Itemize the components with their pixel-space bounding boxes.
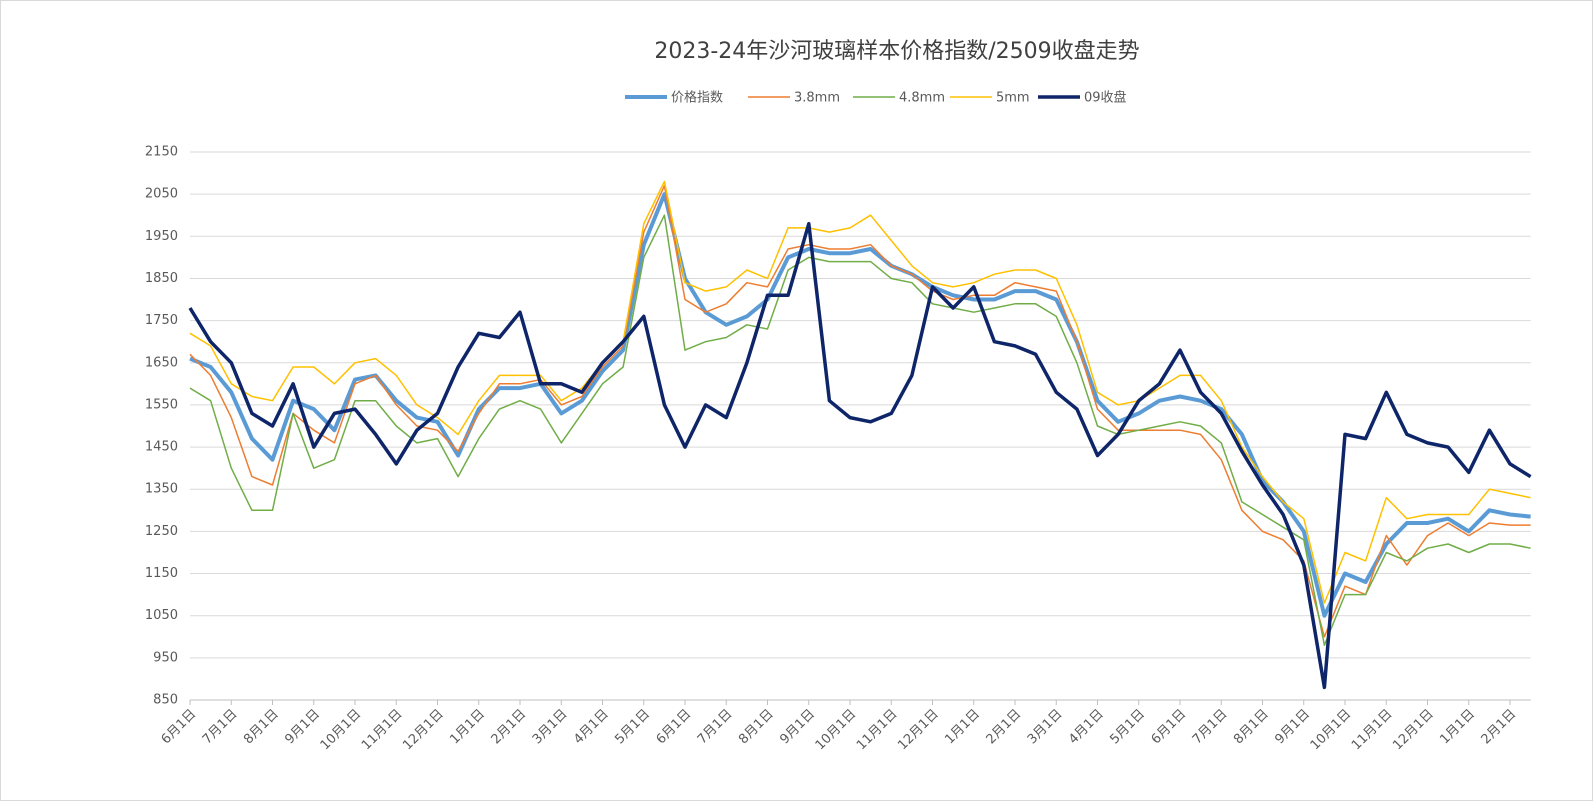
y-tick-label: 1750 <box>145 313 178 328</box>
series-line <box>189 180 1531 604</box>
y-tick-label: 1650 <box>145 355 178 370</box>
y-tick-label: 1250 <box>145 524 178 539</box>
y-tick-label: 1150 <box>145 566 178 581</box>
series-line <box>188 221 1532 690</box>
y-tick-label: 850 <box>153 693 178 708</box>
legend-label: 4.8mm <box>899 91 945 106</box>
y-tick-label: 950 <box>153 650 178 665</box>
y-tick-label: 1950 <box>145 229 178 244</box>
legend-label: 价格指数 <box>671 90 723 106</box>
y-tick-label: 1850 <box>145 271 178 286</box>
chart-title: 2023-24年沙河玻璃样本价格指数/2509收盘走势 <box>654 39 1139 64</box>
legend-label: 09收盘 <box>1084 90 1127 106</box>
legend: 价格指数 3.8mm 4.8mm 5mm 09收盘 <box>625 90 1127 106</box>
y-tick-label: 2050 <box>145 187 178 202</box>
y-tick-label: 1350 <box>145 482 178 497</box>
legend-label: 5mm <box>996 91 1030 106</box>
y-tick-label: 1550 <box>145 397 178 412</box>
series-line <box>189 192 1531 618</box>
y-tick-label: 2150 <box>145 145 178 160</box>
series-line <box>189 184 1531 638</box>
series-line <box>189 214 1531 646</box>
legend-label: 3.8mm <box>794 91 840 106</box>
y-tick-label: 1450 <box>145 440 178 455</box>
y-tick-label: 1050 <box>145 608 178 623</box>
